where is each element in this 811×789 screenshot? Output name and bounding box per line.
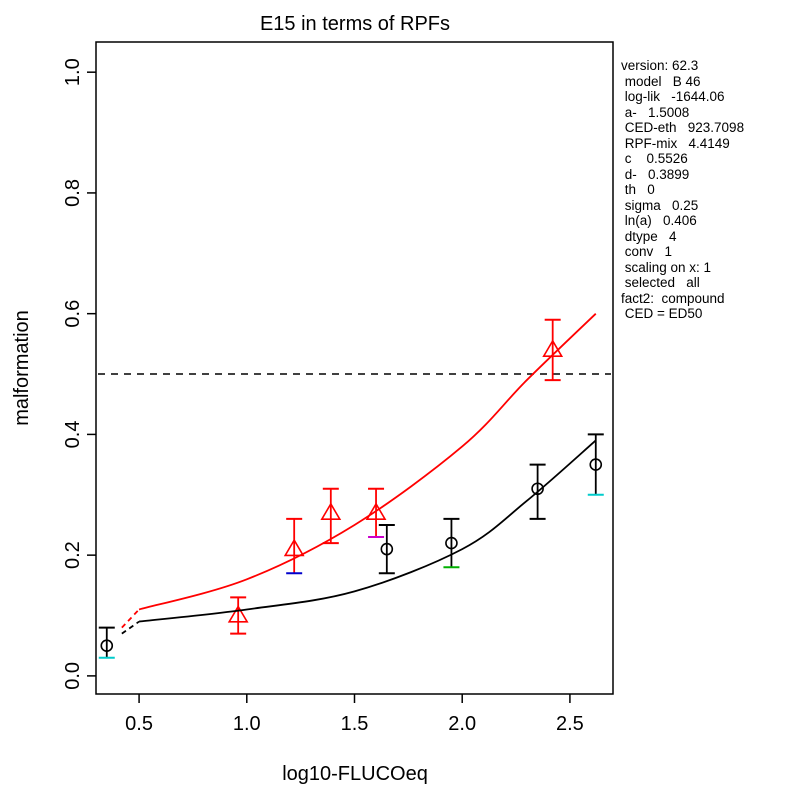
model-info-line: d- 0.3899 bbox=[621, 166, 690, 182]
circle-point bbox=[589, 458, 603, 471]
circle-point bbox=[380, 542, 394, 556]
model-info-line: model B 46 bbox=[621, 73, 701, 89]
y-tick-label: 0.4 bbox=[62, 421, 84, 449]
y-axis: 0.0 0.2 0.4 0.6 0.8 1.0 bbox=[62, 58, 96, 690]
model-info-line: RPF-mix 4.4149 bbox=[621, 135, 730, 151]
model-info-line: dtype 4 bbox=[621, 228, 677, 244]
model-info-line: ln(a) 0.406 bbox=[621, 213, 697, 228]
circle-point bbox=[445, 536, 458, 550]
model-info-line: selected all bbox=[621, 275, 700, 290]
y-tick-label: 0.8 bbox=[62, 179, 84, 207]
red-series-curve bbox=[138, 313, 597, 611]
y-tick-label: 1.0 bbox=[62, 58, 84, 86]
model-info-line: CED = ED50 bbox=[621, 306, 703, 321]
chart-title: E15 in terms of RPFs bbox=[260, 13, 450, 35]
model-info-line: c 0.5526 bbox=[621, 151, 688, 166]
triangle-point bbox=[365, 502, 387, 520]
plot-frame bbox=[95, 41, 614, 695]
x-tick-label: 1.5 bbox=[341, 713, 369, 735]
x-axis-label: log10-FLUCOeq bbox=[282, 763, 428, 785]
model-info-line: log-lik -1644.06 bbox=[621, 89, 725, 104]
model-info-panel: version: 62.3 model B 46 log-lik -1644.0… bbox=[621, 58, 807, 322]
y-tick-label: 0.6 bbox=[62, 300, 84, 328]
model-info-line: CED-eth 923.7098 bbox=[621, 120, 745, 135]
x-tick-label: 0.5 bbox=[125, 713, 153, 735]
black-series-curve-extrapolated bbox=[121, 620, 140, 635]
x-tick-label: 2.0 bbox=[448, 713, 476, 735]
triangle-point bbox=[320, 502, 342, 520]
x-tick-label: 2.5 bbox=[556, 713, 584, 735]
triangle-point bbox=[227, 604, 249, 623]
black-series-curve bbox=[138, 439, 597, 623]
triangle-point bbox=[283, 538, 305, 557]
plot-area bbox=[98, 313, 611, 659]
y-axis-label: malformation bbox=[11, 310, 33, 426]
triangle-point bbox=[542, 339, 564, 357]
model-info-line: conv 1 bbox=[621, 244, 673, 259]
circle-point bbox=[531, 482, 544, 496]
model-info-line: fact2: compound bbox=[621, 290, 725, 306]
model-info-line: scaling on x: 1 bbox=[621, 259, 712, 275]
model-info-line: version: 62.3 bbox=[621, 58, 699, 73]
y-tick-label: 0.0 bbox=[62, 662, 84, 690]
model-info-line: sigma 0.25 bbox=[621, 197, 699, 213]
x-axis: 0.5 1.0 1.5 2.0 2.5 bbox=[125, 694, 584, 735]
model-info-line: th 0 bbox=[621, 182, 655, 197]
circle-point bbox=[100, 639, 114, 653]
x-tick-label: 1.0 bbox=[233, 713, 261, 735]
y-tick-label: 0.2 bbox=[62, 541, 84, 569]
model-info-line: a- 1.5008 bbox=[621, 104, 690, 120]
red-series-curve-extrapolated bbox=[121, 608, 140, 629]
